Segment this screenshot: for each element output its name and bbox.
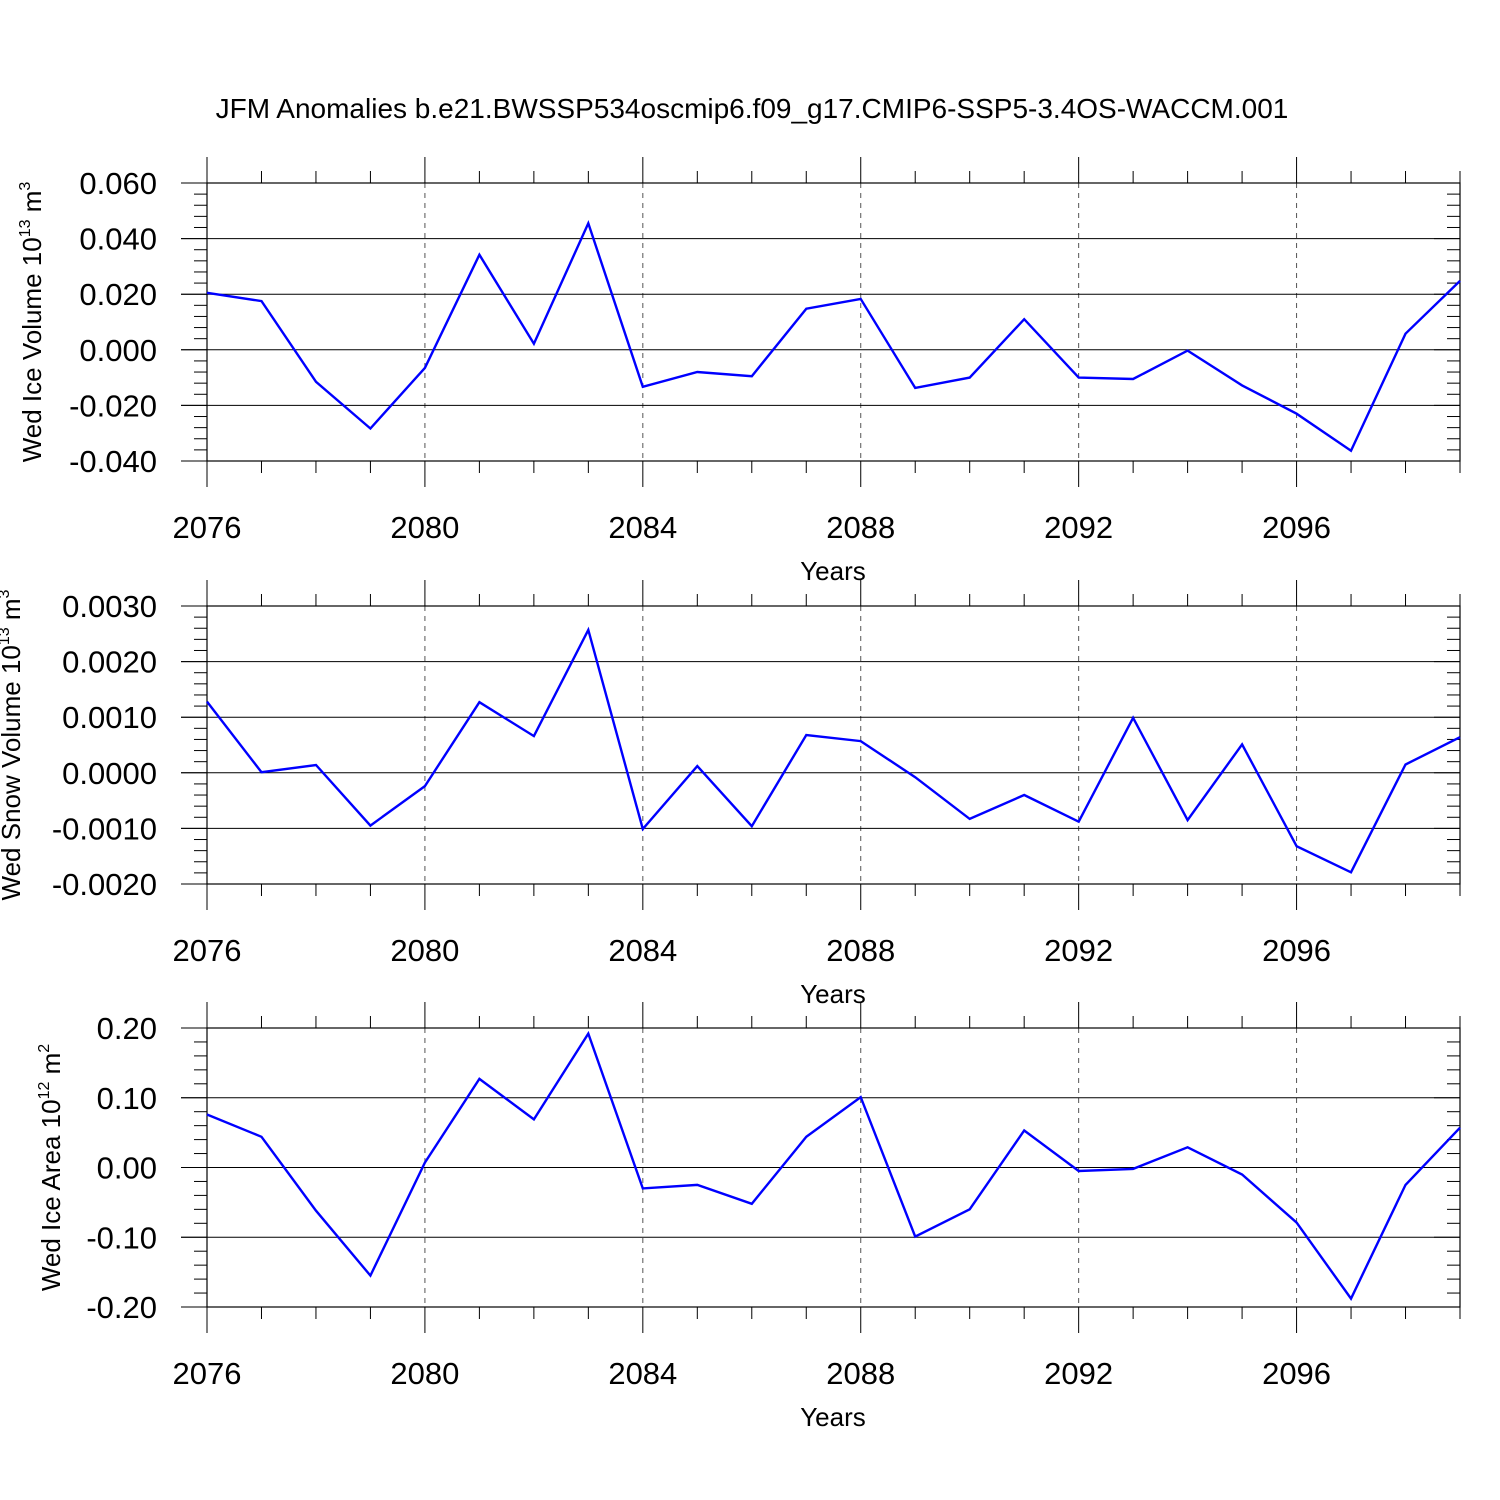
y-tick-label: -0.0010: [52, 811, 157, 846]
x-axis-label: Years: [800, 556, 866, 586]
x-tick-label: 2084: [608, 510, 677, 545]
x-tick-label: 2080: [390, 510, 459, 545]
panels: 0.060 0.040 0.020 0.000 -0.020 -0.040 2076 2080…: [0, 157, 1461, 1432]
y-tick-label: -0.040: [69, 444, 157, 479]
y-tick-label: 0.040: [79, 222, 157, 257]
x-tick-label: 2076: [173, 1356, 242, 1391]
plot-frame: [206, 182, 1461, 462]
y-axis-label: Wed Ice Volume 1013 m3: [17, 182, 47, 463]
y-axis-label-unit-exponent: 3: [17, 182, 34, 191]
y-axis-label-unit: m: [36, 1053, 66, 1082]
y-tick-label: 0.0020: [62, 645, 157, 680]
series-line: [206, 1030, 1461, 1301]
y-tick-label: 0.060: [79, 166, 157, 201]
y-tick-label: 0.20: [97, 1011, 157, 1046]
y-tick-label: 0.000: [79, 333, 157, 368]
y-tick-label: 0.0000: [62, 756, 157, 791]
x-axis-label: Years: [800, 979, 866, 1009]
y-axis-label-text: Wed Ice Area 10: [36, 1099, 66, 1291]
x-tick-label: 2092: [1044, 933, 1113, 968]
y-axis-label: Wed Ice Area 1012 m2: [36, 1044, 66, 1291]
y-tick-label: 0.10: [97, 1081, 157, 1116]
x-tick-label: 2076: [173, 933, 242, 968]
chart-panel-2: 0.0030 0.0020 0.0010 0.0000 -0.0010 -0.0020 20…: [0, 580, 1461, 1009]
y-axis-label-exponent: 12: [36, 1082, 53, 1100]
chart-panel-3: 0.20 0.10 0.00 -0.10 -0.20 2076 2080 2084 2088 20…: [36, 1002, 1461, 1432]
y-tick-label: -0.20: [86, 1290, 157, 1325]
y-tick-label: -0.10: [86, 1220, 157, 1255]
plot-frame: [206, 1027, 1461, 1308]
chart-title: JFM Anomalies b.e21.BWSSP534oscmip6.f09_…: [216, 93, 1289, 124]
series-line: [206, 220, 1461, 453]
y-axis-label-text: Wed Ice Volume 10: [17, 237, 47, 462]
x-tick-label: 2092: [1044, 1356, 1113, 1391]
x-tick-label: 2096: [1262, 1356, 1331, 1391]
x-tick-label: 2096: [1262, 510, 1331, 545]
y-axis-label-exponent: 13: [17, 219, 34, 237]
y-axis-label-unit: m: [17, 191, 47, 220]
plot-frame: [206, 605, 1461, 885]
y-axis-label-unit-exponent: 3: [0, 589, 13, 598]
x-tick-label: 2080: [390, 933, 459, 968]
y-tick-label: 0.020: [79, 277, 157, 312]
y-axis-label-unit: m: [0, 598, 26, 627]
x-axis-label: Years: [800, 1402, 866, 1432]
y-axis-label-exponent: 13: [0, 627, 13, 645]
y-tick-label: 0.00: [97, 1151, 157, 1186]
x-tick-label: 2084: [608, 1356, 677, 1391]
x-tick-label: 2088: [826, 1356, 895, 1391]
x-tick-label: 2084: [608, 933, 677, 968]
x-tick-label: 2088: [826, 933, 895, 968]
y-tick-label: 0.0010: [62, 700, 157, 735]
y-tick-label: -0.0020: [52, 867, 157, 902]
y-axis-label-unit-exponent: 2: [36, 1044, 53, 1053]
x-tick-label: 2080: [390, 1356, 459, 1391]
chart-panel-1: 0.060 0.040 0.020 0.000 -0.020 -0.040 2076 2080…: [17, 157, 1461, 586]
y-axis-label: Wed Snow Volume 1013 m3: [0, 589, 26, 900]
series-line: [206, 626, 1461, 874]
x-tick-label: 2092: [1044, 510, 1113, 545]
x-tick-label: 2076: [173, 510, 242, 545]
y-axis-label-text: Wed Snow Volume 10: [0, 645, 26, 900]
y-tick-label: -0.020: [69, 388, 157, 423]
x-tick-label: 2096: [1262, 933, 1331, 968]
x-tick-label: 2088: [826, 510, 895, 545]
y-tick-label: 0.0030: [62, 589, 157, 624]
